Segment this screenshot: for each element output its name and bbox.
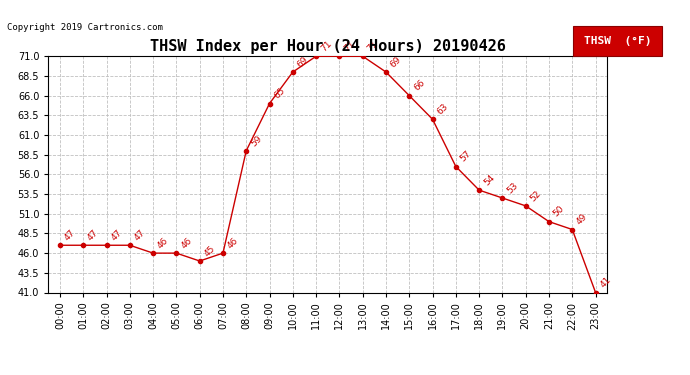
Title: THSW Index per Hour (24 Hours) 20190426: THSW Index per Hour (24 Hours) 20190426 — [150, 39, 506, 54]
Text: 71: 71 — [342, 39, 357, 54]
Text: 71: 71 — [319, 39, 333, 54]
Text: 45: 45 — [202, 244, 217, 258]
Text: 47: 47 — [86, 228, 101, 243]
Text: 53: 53 — [505, 181, 520, 195]
Text: THSW  (°F): THSW (°F) — [584, 36, 651, 46]
Text: 57: 57 — [459, 149, 473, 164]
Text: 69: 69 — [388, 55, 403, 69]
Text: 41: 41 — [598, 275, 613, 290]
Text: 65: 65 — [273, 86, 287, 101]
Text: 47: 47 — [63, 228, 77, 243]
Text: 66: 66 — [412, 78, 426, 93]
Text: 69: 69 — [295, 55, 310, 69]
Text: 50: 50 — [552, 204, 566, 219]
Text: 47: 47 — [109, 228, 124, 243]
Text: 46: 46 — [179, 236, 194, 250]
Text: 46: 46 — [156, 236, 170, 250]
Text: 52: 52 — [529, 189, 543, 203]
Text: 54: 54 — [482, 173, 496, 188]
Text: 59: 59 — [249, 134, 264, 148]
Text: 49: 49 — [575, 212, 589, 227]
Text: 46: 46 — [226, 236, 240, 250]
Text: 63: 63 — [435, 102, 450, 117]
Text: 71: 71 — [366, 39, 380, 54]
Text: 47: 47 — [132, 228, 147, 243]
Text: Copyright 2019 Cartronics.com: Copyright 2019 Cartronics.com — [7, 22, 163, 32]
